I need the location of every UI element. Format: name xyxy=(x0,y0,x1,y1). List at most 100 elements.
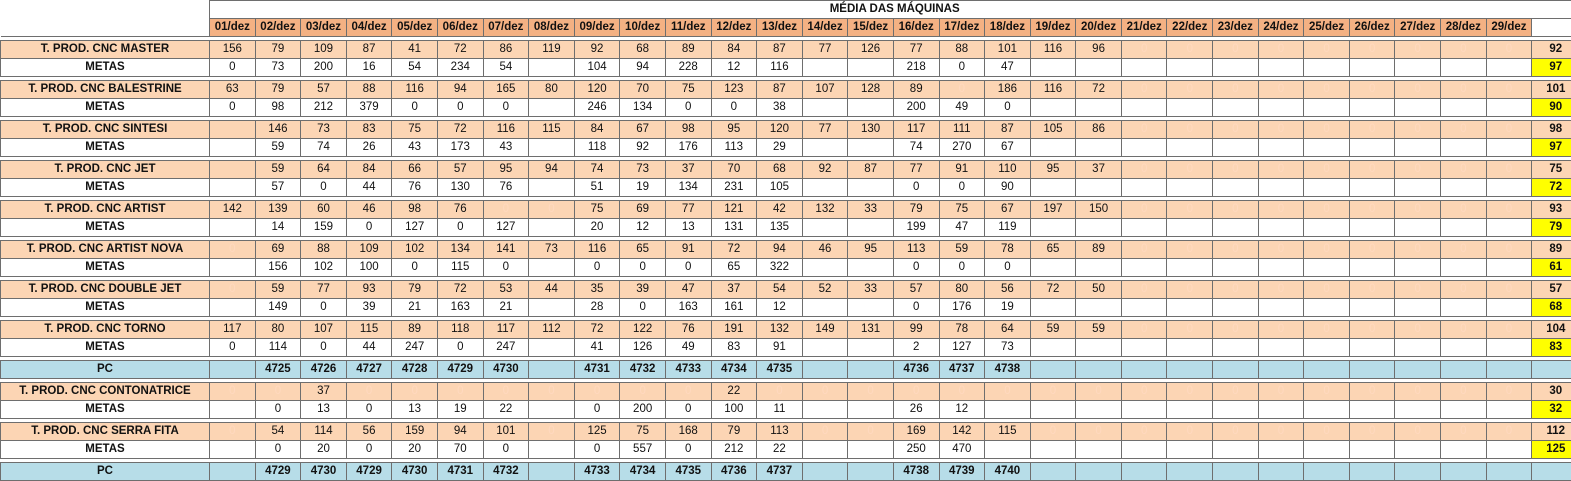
production-cell[interactable]: 0 xyxy=(985,383,1031,401)
meta-cell[interactable]: 113 xyxy=(711,139,757,157)
meta-cell[interactable]: 0 xyxy=(620,299,666,317)
meta-cell[interactable]: 28 xyxy=(574,299,620,317)
production-cell[interactable]: 122 xyxy=(620,321,666,339)
meta-cell[interactable] xyxy=(1167,299,1213,317)
production-cell[interactable]: 0 xyxy=(1486,241,1532,259)
production-cell[interactable]: 0 xyxy=(1395,121,1441,139)
meta-cell[interactable] xyxy=(210,139,256,157)
production-cell[interactable]: 0 xyxy=(1349,281,1395,299)
production-cell[interactable]: 78 xyxy=(939,321,985,339)
production-cell[interactable]: 0 xyxy=(529,201,575,219)
meta-cell[interactable]: 12 xyxy=(711,59,757,77)
production-cell[interactable]: 0 xyxy=(1304,423,1350,441)
production-cell[interactable]: 132 xyxy=(757,321,803,339)
production-cell[interactable]: 0 xyxy=(1121,121,1167,139)
pc-cell[interactable] xyxy=(802,361,848,379)
production-cell[interactable]: 42 xyxy=(757,201,803,219)
production-cell[interactable]: 75 xyxy=(939,201,985,219)
production-cell[interactable]: 89 xyxy=(1076,241,1122,259)
meta-cell[interactable] xyxy=(1486,299,1532,317)
meta-cell[interactable] xyxy=(1486,59,1532,77)
pc-cell[interactable] xyxy=(1486,463,1532,481)
pc-cell[interactable] xyxy=(848,463,894,481)
meta-cell[interactable] xyxy=(1441,339,1487,357)
meta-cell[interactable] xyxy=(210,401,256,419)
pc-cell[interactable]: 4730 xyxy=(392,463,438,481)
production-cell[interactable]: 0 xyxy=(1349,121,1395,139)
meta-cell[interactable] xyxy=(1395,59,1441,77)
production-cell[interactable]: 0 xyxy=(1441,41,1487,59)
production-cell[interactable]: 0 xyxy=(574,383,620,401)
production-cell[interactable]: 89 xyxy=(665,41,711,59)
meta-cell[interactable] xyxy=(1486,219,1532,237)
production-cell[interactable]: 88 xyxy=(301,241,347,259)
meta-cell[interactable] xyxy=(1304,401,1350,419)
production-cell[interactable]: 117 xyxy=(483,321,529,339)
production-cell[interactable]: 37 xyxy=(665,161,711,179)
production-cell[interactable]: 0 xyxy=(1486,423,1532,441)
production-cell[interactable]: 0 xyxy=(1213,41,1259,59)
pc-cell[interactable] xyxy=(1486,361,1532,379)
production-cell[interactable]: 47 xyxy=(665,281,711,299)
production-cell[interactable]: 139 xyxy=(255,201,301,219)
production-cell[interactable]: 77 xyxy=(893,41,939,59)
meta-cell[interactable]: 470 xyxy=(939,441,985,459)
meta-cell[interactable]: 54 xyxy=(483,59,529,77)
meta-cell[interactable]: 13 xyxy=(301,401,347,419)
meta-cell[interactable] xyxy=(1349,219,1395,237)
meta-cell[interactable]: 0 xyxy=(893,299,939,317)
production-cell[interactable]: 0 xyxy=(1486,81,1532,99)
meta-cell[interactable]: 247 xyxy=(483,339,529,357)
production-cell[interactable]: 67 xyxy=(620,121,666,139)
meta-cell[interactable] xyxy=(1121,401,1167,419)
production-cell[interactable]: 0 xyxy=(1121,201,1167,219)
meta-cell[interactable] xyxy=(802,179,848,197)
production-cell[interactable]: 191 xyxy=(711,321,757,339)
production-cell[interactable]: 79 xyxy=(711,423,757,441)
production-cell[interactable]: 77 xyxy=(301,281,347,299)
meta-cell[interactable]: 118 xyxy=(574,139,620,157)
pc-cell[interactable] xyxy=(210,463,256,481)
meta-cell[interactable]: 59 xyxy=(255,139,301,157)
production-cell[interactable]: 116 xyxy=(392,81,438,99)
pc-cell[interactable]: 4733 xyxy=(574,463,620,481)
production-cell[interactable]: 57 xyxy=(437,161,483,179)
production-cell[interactable]: 94 xyxy=(437,81,483,99)
pc-cell[interactable]: 4738 xyxy=(985,361,1031,379)
meta-cell[interactable]: 11 xyxy=(757,401,803,419)
pc-cell[interactable]: 4729 xyxy=(437,361,483,379)
production-cell[interactable]: 0 xyxy=(1121,161,1167,179)
production-cell[interactable] xyxy=(210,121,256,139)
production-cell[interactable]: 59 xyxy=(1030,321,1076,339)
production-cell[interactable]: 54 xyxy=(255,423,301,441)
production-cell[interactable]: 79 xyxy=(255,81,301,99)
meta-cell[interactable] xyxy=(1167,219,1213,237)
production-cell[interactable]: 0 xyxy=(529,383,575,401)
production-cell[interactable]: 0 xyxy=(802,383,848,401)
meta-cell[interactable] xyxy=(1349,259,1395,277)
production-cell[interactable]: 112 xyxy=(529,321,575,339)
pc-cell[interactable] xyxy=(1395,361,1441,379)
pc-cell[interactable]: 4739 xyxy=(939,463,985,481)
meta-average-cell[interactable]: 79 xyxy=(1532,219,1571,237)
production-cell[interactable]: 73 xyxy=(620,161,666,179)
meta-cell[interactable]: 200 xyxy=(620,401,666,419)
production-cell[interactable]: 0 xyxy=(1304,41,1350,59)
production-cell[interactable]: 86 xyxy=(483,41,529,59)
production-cell[interactable]: 65 xyxy=(620,241,666,259)
production-cell[interactable]: 0 xyxy=(1121,383,1167,401)
meta-cell[interactable]: 91 xyxy=(757,339,803,357)
meta-cell[interactable] xyxy=(802,339,848,357)
meta-cell[interactable] xyxy=(529,401,575,419)
pc-cell[interactable]: 4733 xyxy=(665,361,711,379)
meta-cell[interactable] xyxy=(1441,99,1487,117)
meta-cell[interactable] xyxy=(1076,139,1122,157)
meta-cell[interactable]: 231 xyxy=(711,179,757,197)
meta-cell[interactable]: 0 xyxy=(210,339,256,357)
meta-cell[interactable]: 0 xyxy=(437,339,483,357)
production-cell[interactable]: 33 xyxy=(848,201,894,219)
meta-cell[interactable]: 16 xyxy=(346,59,392,77)
production-cell[interactable]: 186 xyxy=(985,81,1031,99)
meta-cell[interactable] xyxy=(1167,179,1213,197)
production-cell[interactable]: 0 xyxy=(437,383,483,401)
